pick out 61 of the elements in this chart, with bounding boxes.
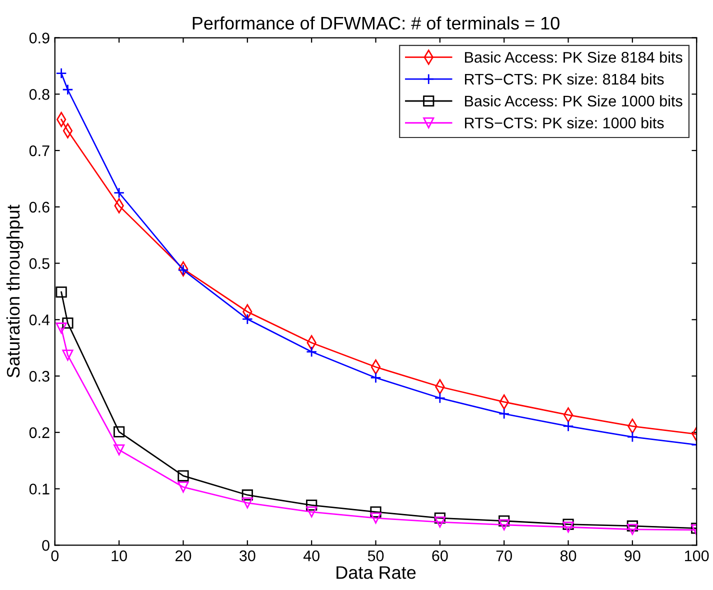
x-tick-label: 80 xyxy=(560,550,576,562)
x-tick-label: 60 xyxy=(432,550,448,562)
legend-label: Basic Access: PK Size 8184 bits xyxy=(465,52,682,63)
point xyxy=(306,506,318,518)
point xyxy=(242,314,253,325)
point xyxy=(370,506,382,518)
point xyxy=(498,408,510,420)
y-tick-label: 0.4 xyxy=(29,314,50,326)
point xyxy=(434,516,446,528)
point xyxy=(178,470,189,482)
point xyxy=(56,286,67,298)
point xyxy=(62,350,74,361)
y-tick-label: 0.5 xyxy=(29,258,50,269)
chart-title: Performance of DFWMAC: # of terminals = 10 xyxy=(192,16,560,30)
point xyxy=(62,317,74,329)
x-tick-label: 10 xyxy=(112,550,127,562)
x-tick-label: 20 xyxy=(176,550,192,562)
point xyxy=(626,431,638,442)
point xyxy=(114,444,125,456)
x-tick-label: 70 xyxy=(496,550,512,562)
point xyxy=(370,512,382,524)
point xyxy=(306,500,318,511)
legend-label: RTS−CTS: PK size: 1000 bits xyxy=(465,117,664,128)
point xyxy=(562,518,574,530)
point xyxy=(626,524,638,535)
x-axis-title: Data Rate xyxy=(336,566,416,579)
y-tick-label: 0.2 xyxy=(29,427,50,438)
point xyxy=(56,68,67,79)
y-axis-title: Saturation throughput xyxy=(6,204,24,378)
point xyxy=(498,519,510,530)
x-tick-label: 50 xyxy=(368,550,384,562)
point xyxy=(434,392,446,404)
point xyxy=(242,497,253,508)
y-tick-label: 0.3 xyxy=(29,370,50,382)
point xyxy=(178,482,189,493)
x-tick-label: 100 xyxy=(685,550,709,562)
y-tick-label: 0 xyxy=(42,540,50,551)
x-tick-label: 30 xyxy=(240,550,256,562)
point xyxy=(56,322,67,334)
point xyxy=(62,84,74,96)
y-tick-label: 0.1 xyxy=(29,484,50,494)
point xyxy=(306,346,318,358)
point xyxy=(178,264,189,276)
point xyxy=(434,512,446,524)
y-tick-label: 0.7 xyxy=(29,145,50,156)
legend-label: RTS−CTS: PK size: 8184 bits xyxy=(465,73,664,85)
point xyxy=(562,420,574,432)
point xyxy=(242,489,253,501)
x-tick-label: 40 xyxy=(303,550,320,562)
point xyxy=(626,520,638,532)
point xyxy=(498,515,510,526)
point xyxy=(114,426,125,438)
point xyxy=(114,187,125,198)
point xyxy=(370,372,382,384)
x-tick-label: 90 xyxy=(624,550,640,562)
legend-label: Basic Access: PK Size 1000 bits xyxy=(465,95,682,106)
point xyxy=(562,522,574,533)
x-tick-label: 0 xyxy=(51,550,59,562)
y-tick-label: 0.9 xyxy=(29,32,50,44)
y-tick-label: 0.6 xyxy=(29,202,50,213)
y-tick-label: 0.8 xyxy=(29,89,50,100)
